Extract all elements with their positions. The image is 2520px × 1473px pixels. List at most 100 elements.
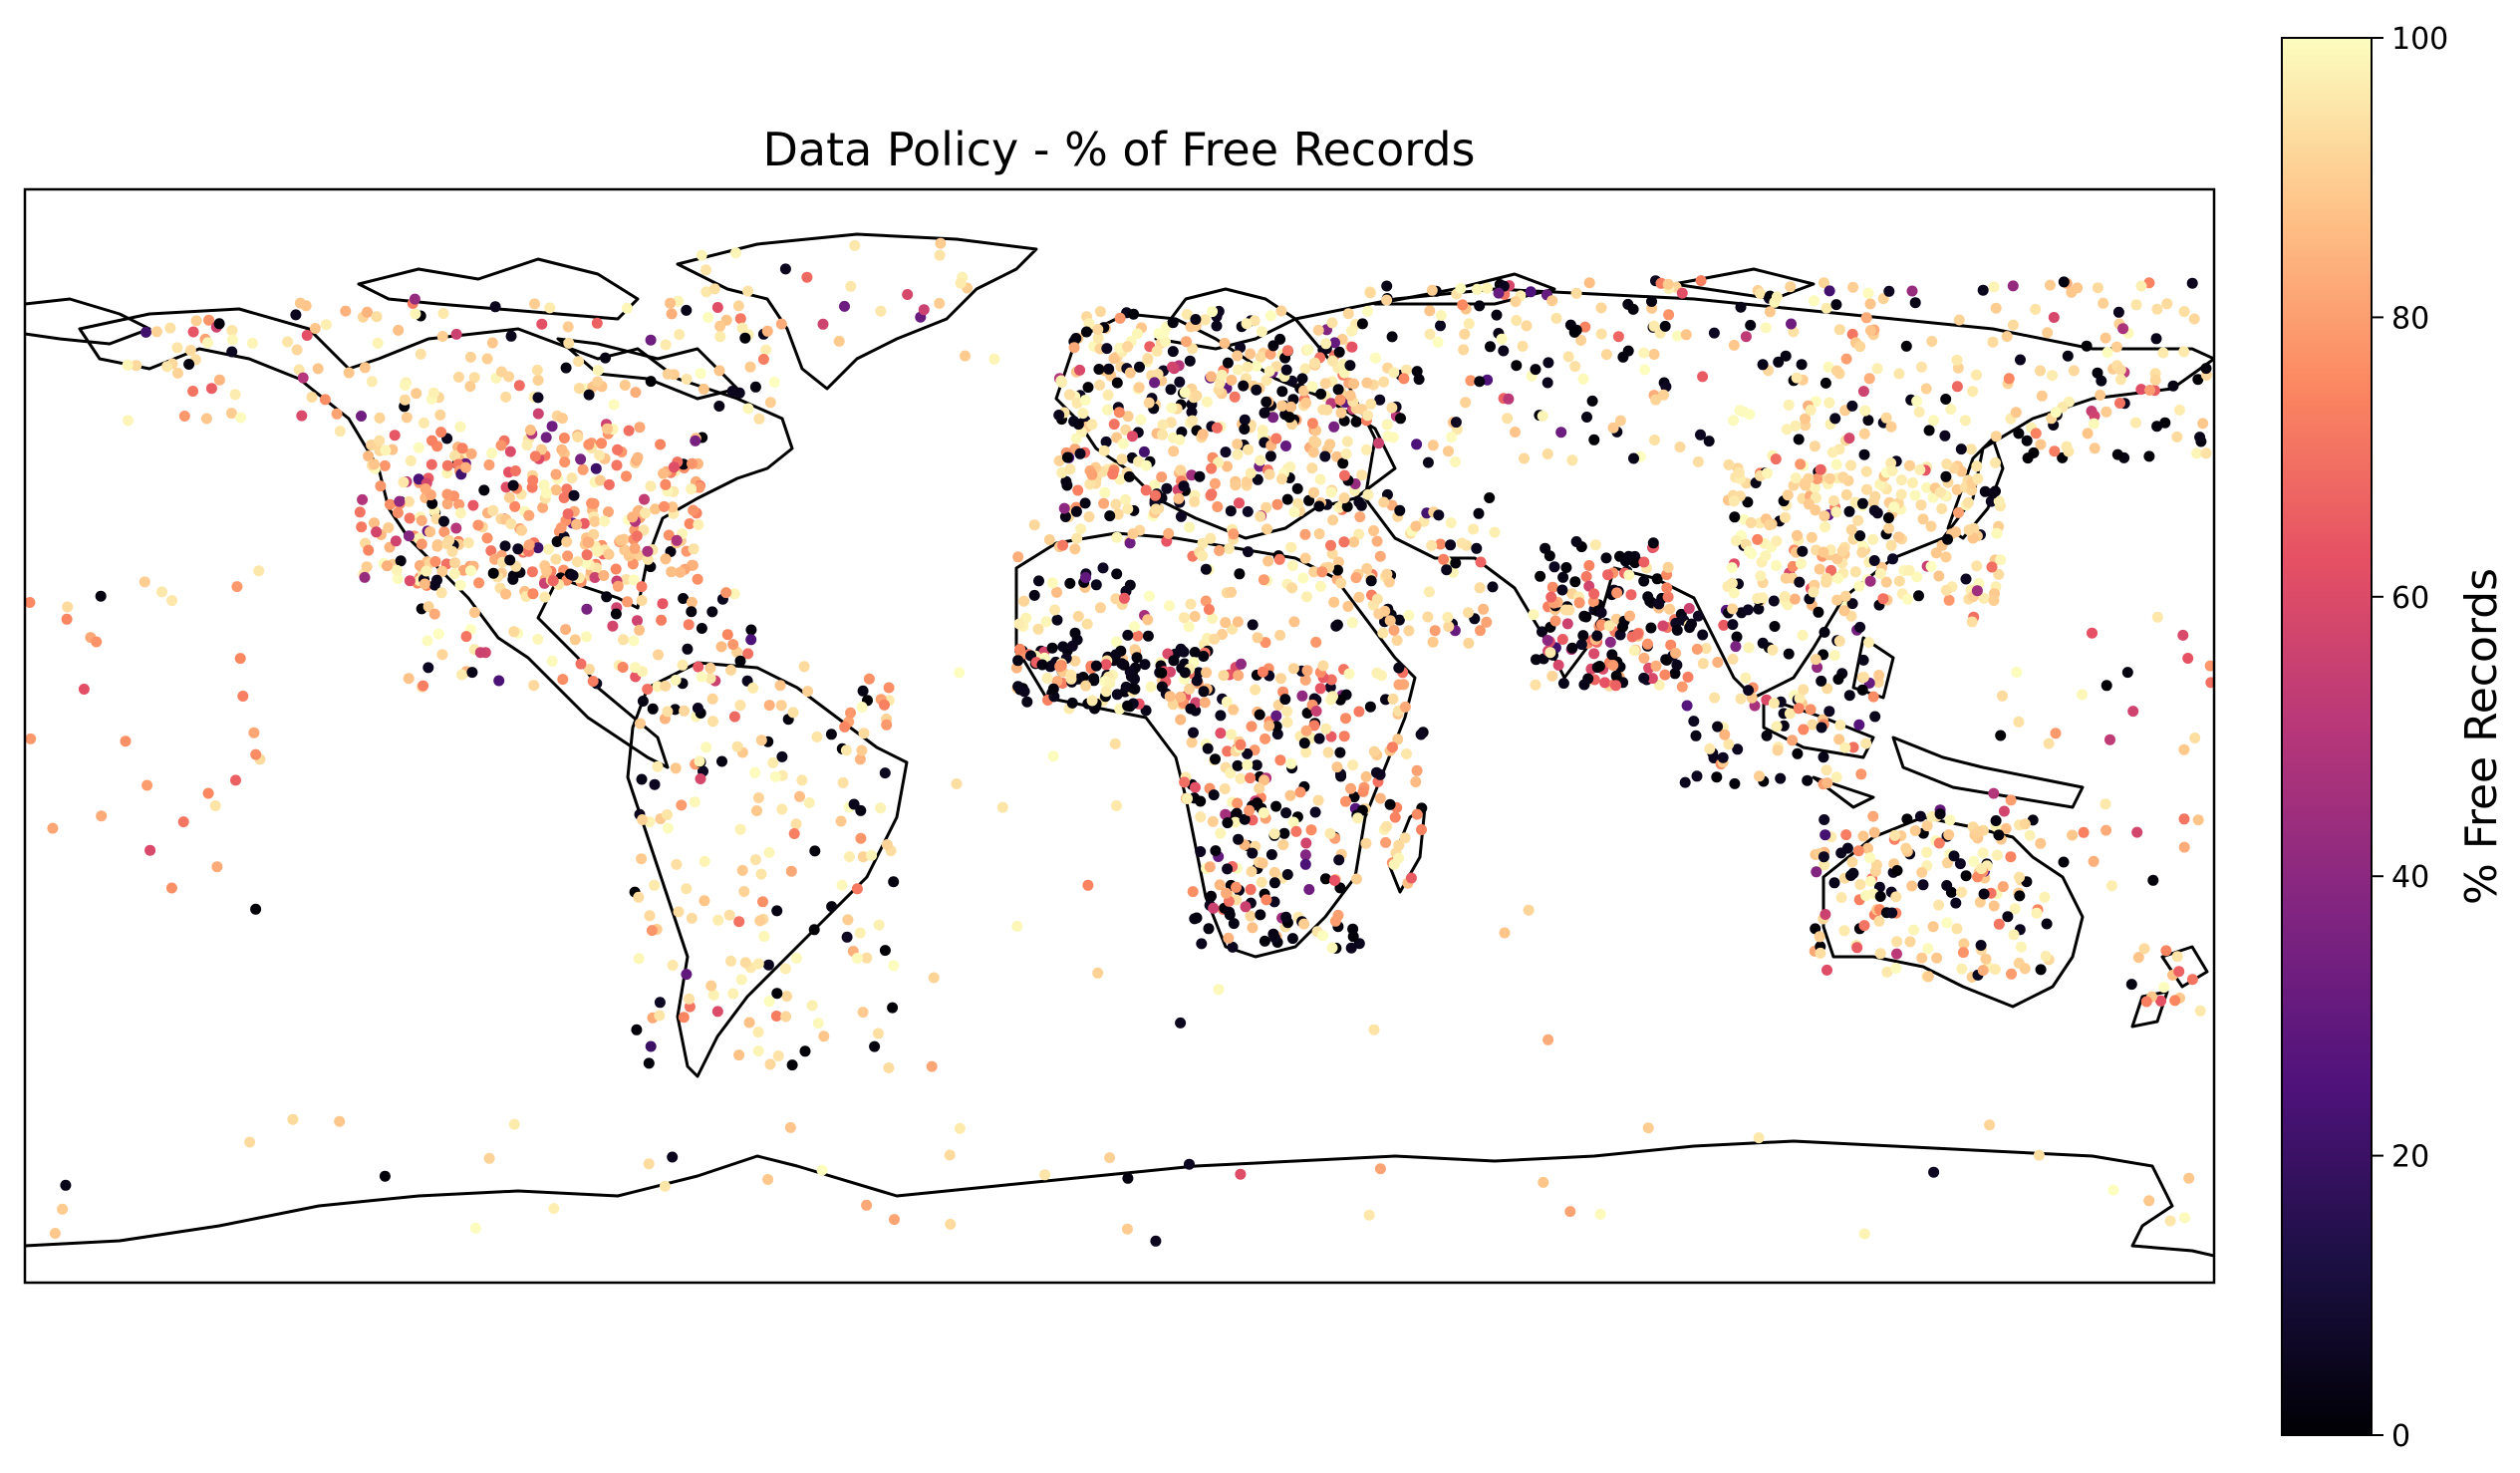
station-point: [1663, 309, 1675, 321]
station-point: [2014, 871, 2025, 883]
station-point: [1151, 345, 1163, 357]
station-point: [1988, 281, 2000, 293]
station-point: [592, 545, 604, 557]
station-point: [165, 882, 177, 894]
station-point: [1374, 792, 1386, 804]
station-point: [1642, 638, 1653, 650]
station-point: [796, 774, 808, 786]
station-point: [2028, 446, 2040, 458]
station-point: [1819, 859, 1830, 871]
station-point: [1911, 571, 1923, 583]
station-point: [465, 447, 477, 459]
station-point: [704, 673, 716, 685]
station-point: [1324, 827, 1336, 839]
station-point: [1958, 938, 1970, 950]
station-point: [500, 588, 512, 600]
station-point: [202, 787, 214, 799]
station-point: [1228, 704, 1240, 716]
station-point: [1270, 800, 1282, 812]
station-point: [1649, 435, 1660, 445]
station-point: [1639, 364, 1651, 376]
station-point: [1692, 455, 1704, 467]
station-point: [714, 331, 726, 343]
station-point: [856, 702, 868, 713]
station-point: [1303, 884, 1315, 895]
station-point: [734, 823, 746, 835]
station-point: [1566, 642, 1578, 654]
station-point: [596, 438, 608, 449]
station-point: [2019, 818, 2031, 830]
station-point: [2173, 404, 2185, 416]
station-point: [1926, 336, 1938, 347]
station-point: [1267, 928, 1279, 940]
station-point: [2200, 447, 2212, 459]
station-point: [628, 574, 640, 586]
station-point: [780, 1011, 792, 1023]
station-point: [558, 492, 570, 503]
station-point: [426, 435, 437, 446]
station-point: [788, 828, 800, 839]
station-point: [1284, 789, 1296, 801]
station-point: [1260, 375, 1272, 387]
station-point: [1951, 923, 1963, 935]
station-point: [1263, 468, 1275, 480]
station-point: [464, 351, 476, 363]
station-point: [509, 465, 521, 476]
station-point: [951, 778, 963, 789]
station-point: [536, 318, 548, 330]
station-point: [770, 1011, 782, 1022]
station-point: [2082, 428, 2094, 440]
station-point: [1646, 673, 1658, 685]
station-point: [1703, 436, 1715, 447]
station-point: [695, 368, 706, 380]
station-point: [1731, 631, 1743, 643]
station-point: [1614, 415, 1626, 427]
station-point: [1260, 501, 1272, 513]
station-point: [808, 924, 820, 936]
station-point: [1862, 415, 1874, 427]
station-point: [1950, 526, 1962, 538]
station-point: [1934, 486, 1946, 498]
station-point: [1232, 759, 1244, 771]
station-point: [1256, 876, 1267, 888]
station-point: [1980, 953, 1992, 965]
station-point: [566, 472, 578, 484]
station-point: [1256, 326, 1267, 338]
station-point: [1956, 886, 1967, 898]
station-point: [734, 700, 746, 712]
station-point: [757, 896, 768, 908]
station-point: [1862, 287, 1874, 299]
station-point: [654, 1010, 666, 1022]
station-point: [841, 931, 853, 943]
station-point: [465, 565, 476, 577]
station-point: [441, 488, 453, 500]
station-point: [392, 507, 404, 518]
station-point: [1195, 811, 1207, 823]
station-point: [1793, 434, 1805, 445]
station-point: [415, 348, 426, 360]
station-point: [1815, 463, 1826, 475]
station-point: [1638, 575, 1650, 587]
station-point: [531, 364, 543, 376]
station-point: [1816, 675, 1827, 687]
station-point: [1638, 672, 1650, 684]
station-point: [25, 733, 37, 744]
station-point: [1988, 595, 2000, 606]
station-point: [636, 853, 648, 865]
station-point: [1832, 674, 1844, 685]
station-point: [1132, 630, 1144, 642]
station-point: [2204, 660, 2214, 672]
station-point: [1319, 378, 1331, 390]
station-point: [1920, 383, 1932, 395]
station-point: [1285, 757, 1297, 769]
station-point: [1328, 874, 1340, 886]
station-point: [1281, 717, 1293, 729]
station-point: [1086, 695, 1098, 707]
station-point: [1874, 948, 1886, 960]
station-point: [1864, 575, 1876, 587]
station-point: [1913, 590, 1924, 602]
station-point: [1839, 741, 1851, 753]
station-point: [655, 439, 667, 450]
station-point: [1548, 561, 1560, 573]
station-point: [2140, 996, 2152, 1008]
